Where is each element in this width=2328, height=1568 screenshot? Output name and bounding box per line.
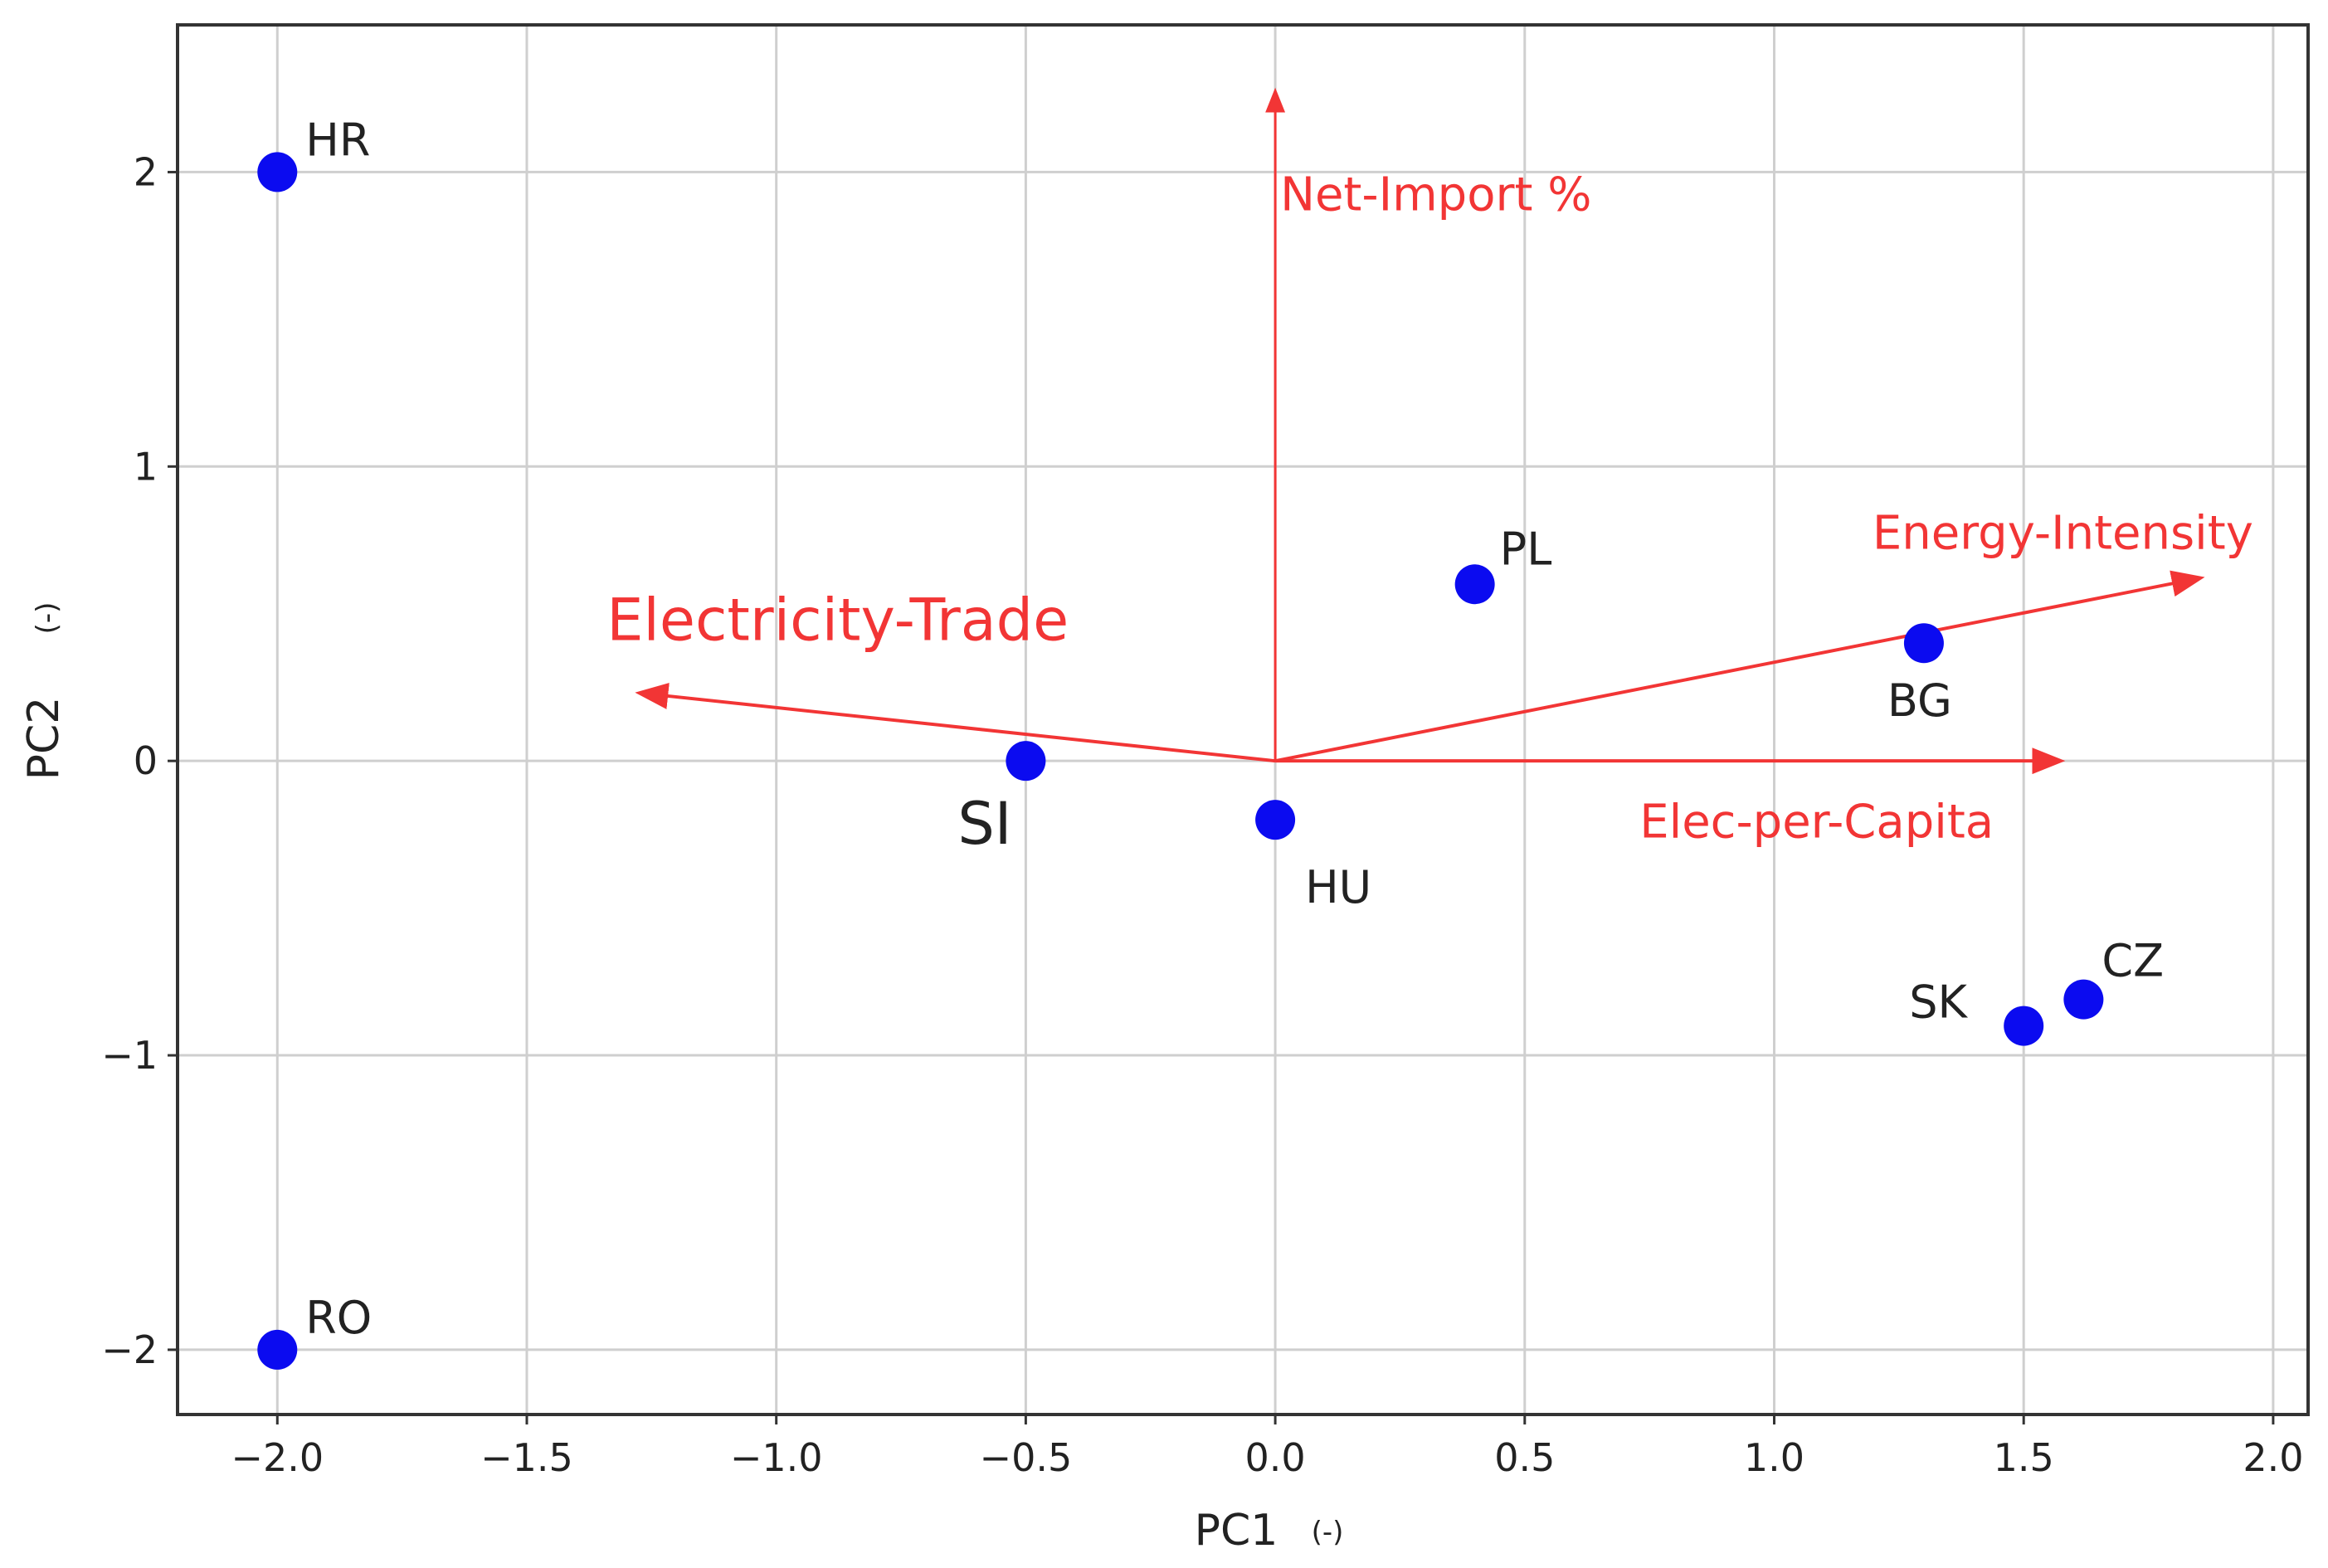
point-label-hu: HU <box>1305 861 1371 913</box>
point-sk <box>2004 1006 2044 1046</box>
y-axis-title: PC2 (-) <box>19 602 69 781</box>
y-axis-unit: (-) <box>31 602 64 635</box>
x-tick-label: −2.0 <box>231 1435 324 1480</box>
x-axis-label: PC1 <box>1195 1506 1278 1556</box>
loading-vectors: Net-Import % Energy-Intensity Electricity-… <box>606 87 2253 849</box>
x-tick-label: −1.5 <box>480 1435 573 1480</box>
point-bg <box>1903 623 1944 664</box>
point-label-ro: RO <box>305 1292 372 1344</box>
loading-label-net-import: Net-Import % <box>1280 168 1591 222</box>
x-tick-label: −1.0 <box>730 1435 823 1480</box>
x-tick-label: 2.0 <box>2243 1435 2303 1480</box>
x-axis-unit: (-) <box>1312 1516 1344 1549</box>
y-tick-label: −1 <box>101 1033 158 1078</box>
loading-label-elec-per-capita: Elec-per-Capita <box>1639 795 1994 849</box>
point-si <box>1006 741 1046 782</box>
y-tick-label: 0 <box>134 738 158 783</box>
plot-frame <box>176 23 2310 1416</box>
loading-arrow-energy-intensity <box>1274 570 2205 763</box>
point-label-sk: SK <box>1909 976 1968 1029</box>
score-points: HR RO SI HU PL BG SK CZ <box>257 114 2164 1370</box>
point-hr <box>257 152 298 192</box>
y-axis-ticks: −2 −1 0 1 2 <box>101 149 178 1372</box>
x-tick-label: 1.5 <box>1994 1435 2054 1480</box>
x-axis-ticks: −2.0 −1.5 −1.0 −0.5 0.0 0.5 1.0 1.5 2.0 <box>231 1415 2303 1480</box>
grid <box>178 25 2308 1415</box>
point-ro <box>257 1329 298 1370</box>
y-tick-label: 2 <box>134 149 158 194</box>
point-label-pl: PL <box>1500 523 1552 575</box>
x-tick-label: 1.0 <box>1744 1435 1804 1480</box>
x-tick-label: 0.0 <box>1245 1435 1306 1480</box>
loading-label-energy-intensity: Energy-Intensity <box>1873 507 2253 561</box>
point-label-hr: HR <box>305 114 370 166</box>
point-cz <box>2063 979 2104 1020</box>
point-label-bg: BG <box>1887 674 1952 727</box>
x-axis-title: PC1 (-) <box>1195 1506 1344 1556</box>
point-label-cz: CZ <box>2102 935 2164 987</box>
x-tick-label: 0.5 <box>1494 1435 1555 1480</box>
x-tick-label: −0.5 <box>980 1435 1073 1480</box>
y-tick-label: −2 <box>101 1327 158 1372</box>
loading-label-electricity-trade: Electricity-Trade <box>606 587 1069 655</box>
y-axis-label: PC2 <box>19 697 69 781</box>
y-tick-label: 1 <box>134 444 158 489</box>
point-label-si: SI <box>957 790 1011 858</box>
point-pl <box>1454 564 1495 605</box>
point-hu <box>1255 800 1296 840</box>
loading-arrow-electricity-trade <box>635 683 1276 763</box>
